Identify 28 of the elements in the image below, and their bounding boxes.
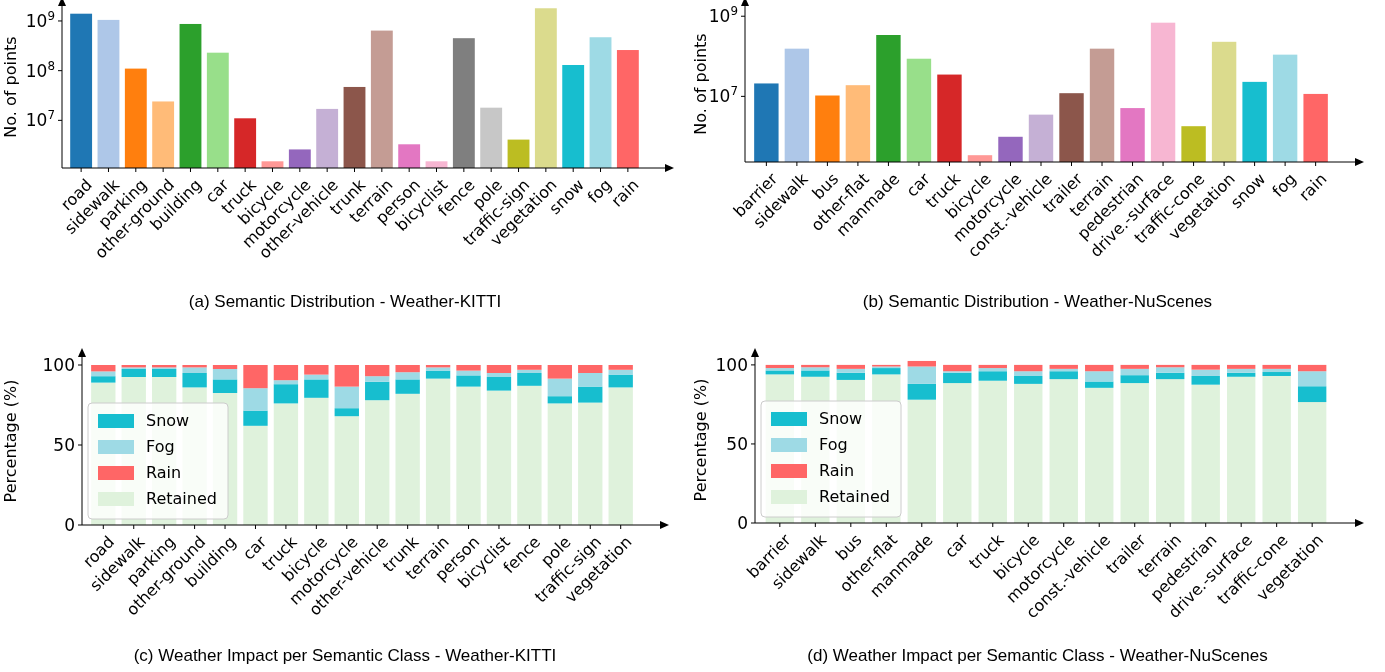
y-tick-label: 0: [64, 514, 75, 535]
legend-label: Retained: [146, 489, 217, 508]
y-axis-title: No. of points: [1, 36, 20, 138]
y-tick-label: 10$^{7}$: [25, 108, 55, 131]
legend-label: Snow: [819, 409, 863, 428]
y-tick-label: 50: [53, 434, 75, 455]
y-tick-label: 10$^{9}$: [708, 4, 738, 27]
legend-label: Rain: [146, 463, 182, 482]
legend-label: Retained: [819, 487, 890, 506]
y-axis-title: No. of points: [691, 33, 710, 135]
text: (d) Weather Impact per Semantic Class - Weather-NuScenes: [807, 646, 1268, 665]
legend-label: Snow: [146, 411, 190, 430]
text: (c) Weather Impact per Semantic Class - Weather-KITTI: [133, 646, 557, 665]
y-tick-label: 10$^{9}$: [25, 8, 55, 31]
y-tick-label: 10$^{8}$: [25, 58, 55, 81]
y-axis-title: Percentage (%): [691, 378, 710, 502]
text: (a) Semantic Distribution - Weather-KITTI: [188, 292, 502, 311]
y-tick-label: 0: [737, 512, 748, 533]
legend-label: Rain: [819, 461, 855, 480]
y-tick-label: 10$^{7}$: [708, 84, 738, 107]
y-axis-title: Percentage (%): [1, 379, 20, 503]
y-tick-label: 100: [715, 354, 748, 375]
legend-label: Fog: [146, 437, 175, 456]
x-tick-label: fog: [1268, 169, 1300, 201]
legend-label: Fog: [819, 435, 848, 454]
y-tick-label: 100: [42, 354, 75, 375]
text: (b) Semantic Distribution - Weather-NuScenes: [862, 292, 1213, 311]
y-tick-label: 50: [726, 433, 748, 454]
